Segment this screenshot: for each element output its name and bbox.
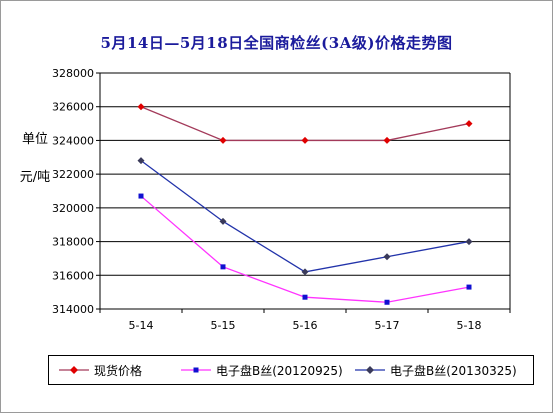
y-tick-label: 328000 bbox=[52, 67, 94, 80]
y-tick-label: 320000 bbox=[52, 202, 94, 215]
legend-item-spot-price: 现货价格 bbox=[59, 356, 142, 384]
legend-swatch-b-silk-20130325 bbox=[355, 366, 385, 374]
y-tick-label: 314000 bbox=[52, 303, 94, 316]
series-line-2 bbox=[140, 160, 470, 273]
chart-title: 5月14日—5月18日全国商检丝(3A级)价格走势图 bbox=[100, 34, 453, 52]
data-point-series-1 bbox=[302, 294, 308, 300]
data-point-series-2 bbox=[219, 217, 227, 225]
x-tick-label: 5-14 bbox=[129, 319, 154, 332]
x-tick-label: 5-16 bbox=[293, 319, 318, 332]
data-point-series-0 bbox=[137, 103, 145, 111]
y-tick-label: 324000 bbox=[52, 134, 94, 147]
legend-item-b-silk-20130325: 电子盘B丝(20130325) bbox=[355, 356, 517, 384]
data-point-series-1 bbox=[384, 299, 390, 305]
data-point-series-0 bbox=[465, 120, 473, 128]
data-point-series-2 bbox=[465, 238, 473, 246]
data-point-series-0 bbox=[301, 136, 309, 144]
data-point-series-1 bbox=[466, 284, 472, 290]
y-tick-label: 322000 bbox=[52, 168, 94, 181]
data-point-series-0 bbox=[219, 136, 227, 144]
legend-label-b-silk-20120925: 电子盘B丝(20120925) bbox=[216, 363, 343, 378]
y-axis-label-line-1: 单位 bbox=[21, 132, 48, 147]
legend-swatch-b-silk-20120925 bbox=[181, 367, 211, 373]
data-point-series-2 bbox=[383, 253, 391, 261]
y-axis-label-line-2: 元/吨 bbox=[19, 170, 51, 185]
legend-label-spot-price: 现货价格 bbox=[94, 363, 143, 378]
series-line-0 bbox=[140, 106, 470, 142]
x-tick-label: 5-18 bbox=[457, 319, 482, 332]
legend-label-b-silk-20130325: 电子盘B丝(20130325) bbox=[390, 363, 517, 378]
data-point-series-0 bbox=[383, 136, 391, 144]
series-line-1 bbox=[140, 195, 470, 303]
data-point-series-1 bbox=[138, 193, 144, 199]
x-tick-label: 5-17 bbox=[375, 319, 400, 332]
y-tick-label: 316000 bbox=[52, 269, 94, 282]
y-tick-label: 318000 bbox=[52, 236, 94, 249]
data-point-series-1 bbox=[220, 264, 226, 270]
data-point-series-2 bbox=[301, 268, 309, 276]
data-point-series-2 bbox=[137, 157, 145, 165]
legend-swatch-spot-price bbox=[59, 366, 89, 374]
y-axis-label: 单位 元/吨 bbox=[18, 128, 52, 190]
y-tick-label: 326000 bbox=[52, 101, 94, 114]
legend-item-b-silk-20120925: 电子盘B丝(20120925) bbox=[181, 356, 343, 384]
chart-legend: 现货价格 电子盘B丝(20120925) 电子盘B丝(20130325) bbox=[48, 355, 534, 385]
x-tick-label: 5-15 bbox=[211, 319, 236, 332]
